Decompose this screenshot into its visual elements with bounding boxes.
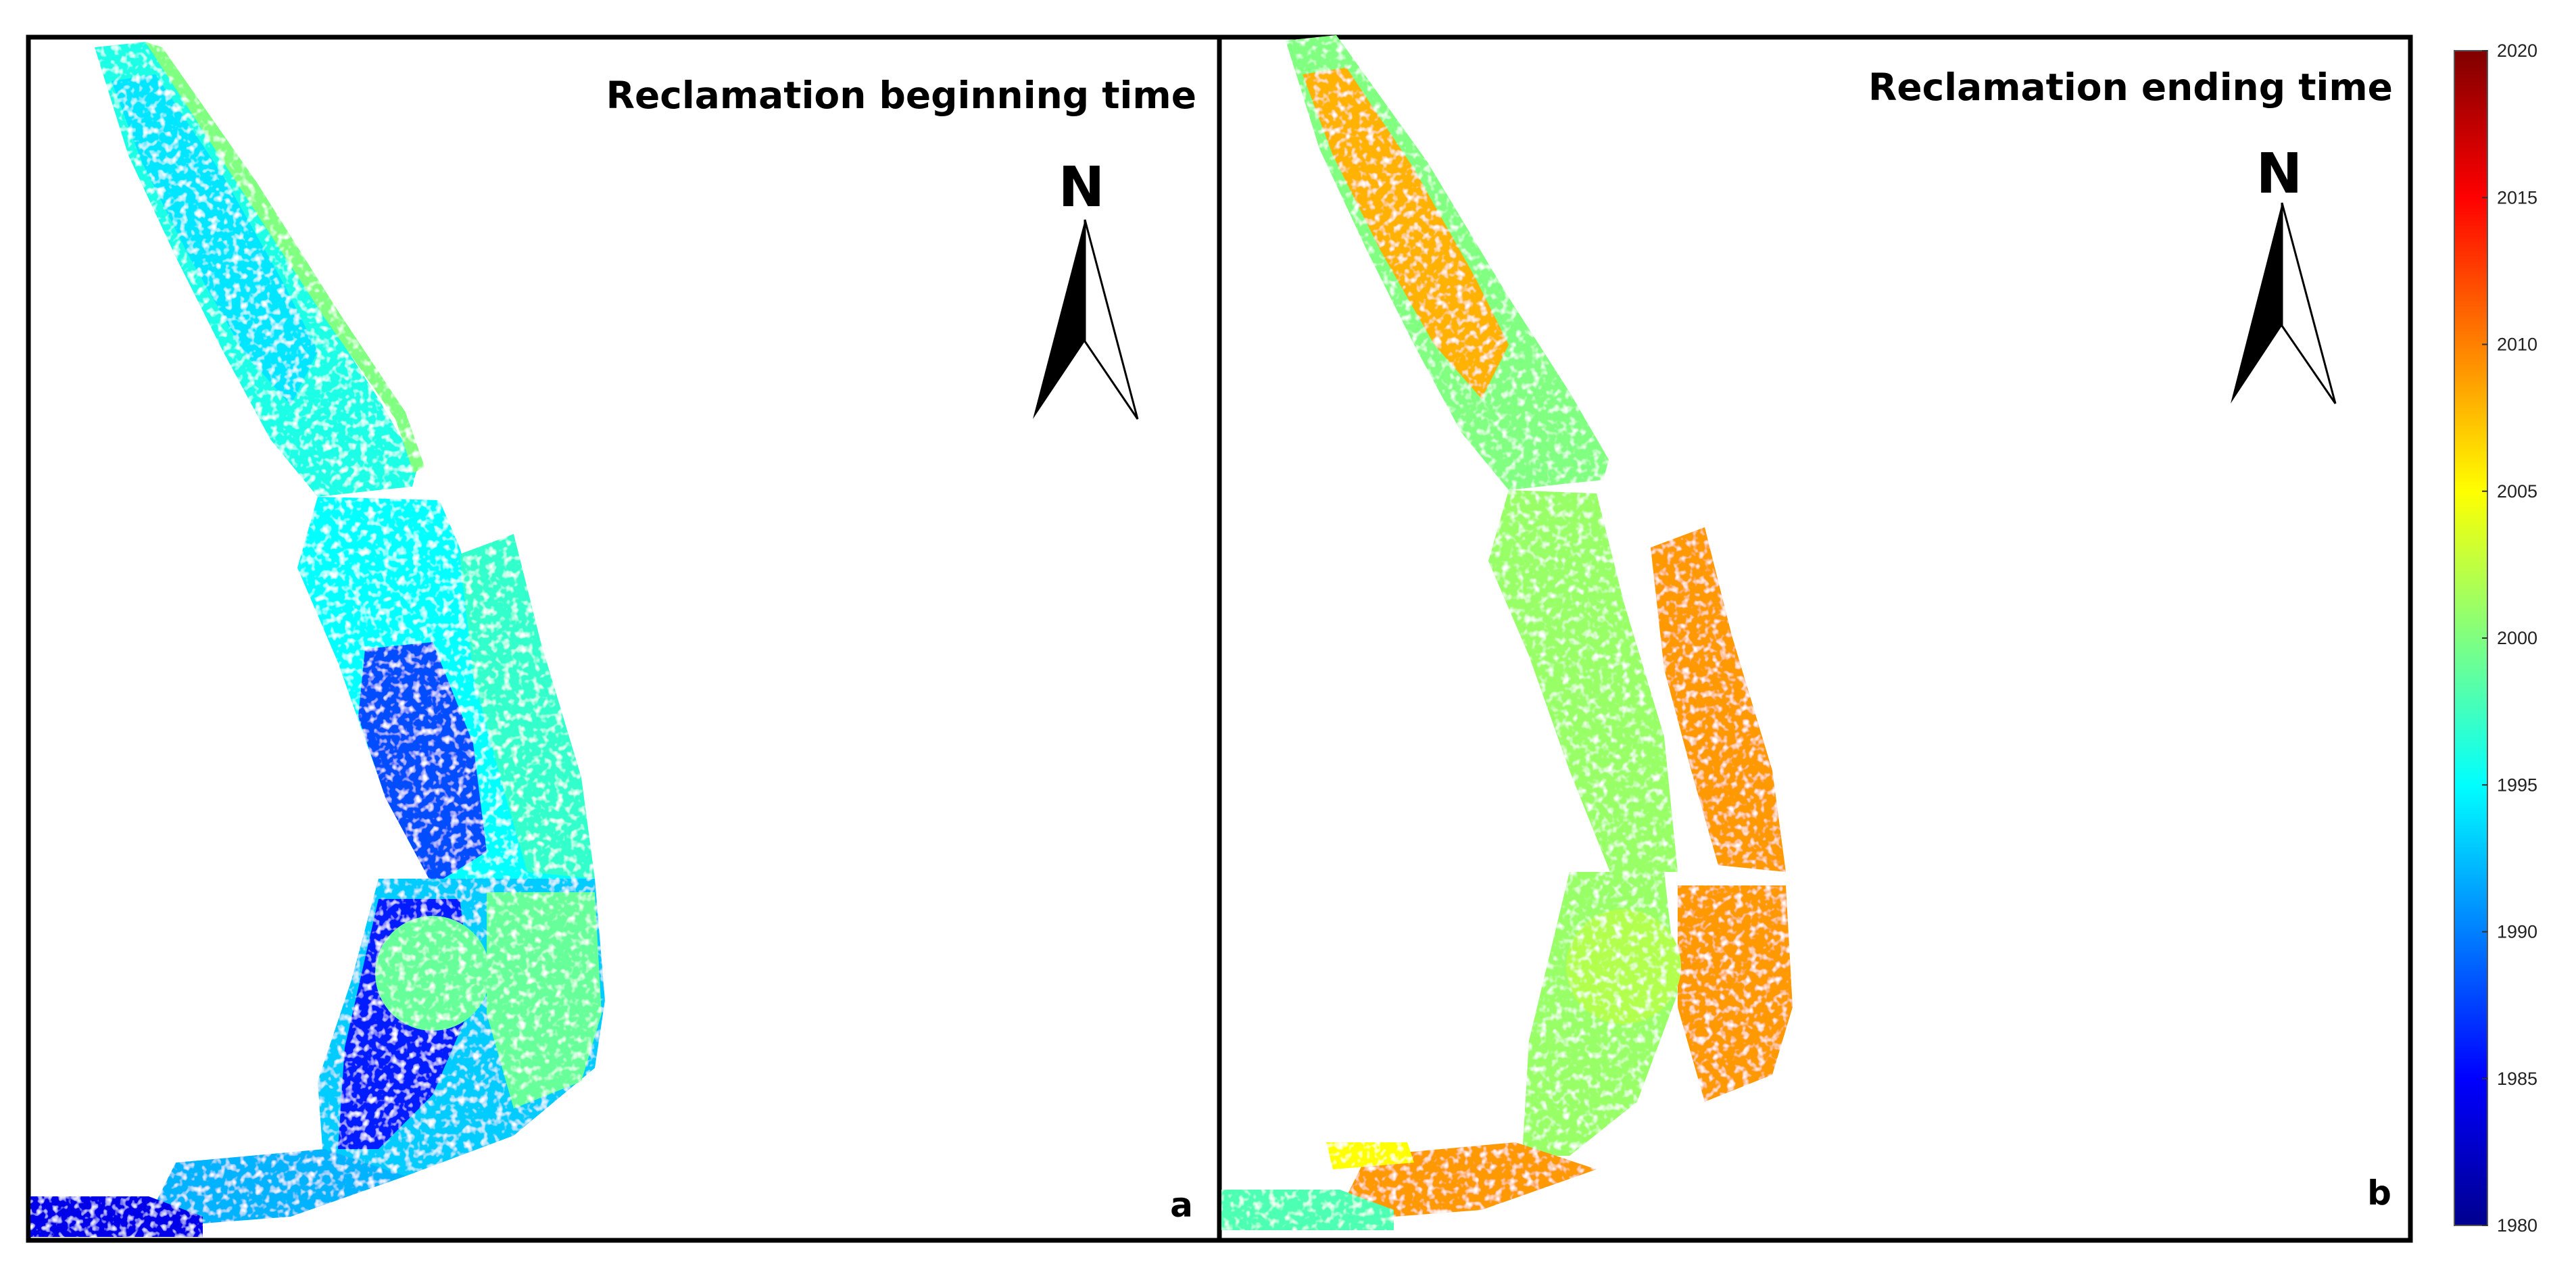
- colorbar-tick-label: 1990: [2497, 922, 2537, 942]
- panel-a-letter: a: [1170, 1186, 1193, 1225]
- zone-north-inner: [1303, 68, 1509, 399]
- colorbar-tick-label: 2000: [2497, 628, 2537, 648]
- colorbar-tick-label: 1980: [2497, 1215, 2537, 1236]
- colorbar-tick-label: 2015: [2497, 187, 2537, 208]
- svg-text:N: N: [1059, 155, 1105, 220]
- north-arrow-icon: N: [1033, 155, 1139, 420]
- panel-a-title: Reclamation beginning time: [606, 74, 1196, 117]
- zone-middle-east: [1651, 527, 1786, 872]
- colorbar-tick-label: 2005: [2497, 481, 2537, 502]
- colorbar-tick-label: 1995: [2497, 775, 2537, 795]
- zone-south-east: [487, 892, 602, 1109]
- colorbar-tick-label: 1985: [2497, 1069, 2537, 1089]
- zone-tail-base: [30, 1196, 203, 1237]
- zone-tail-yellow: [1326, 1142, 1414, 1169]
- zone-south-tail: [149, 1149, 406, 1223]
- panel-b-title: Reclamation ending time: [1868, 66, 2393, 109]
- north-arrow-icon: N: [2231, 142, 2337, 404]
- zone-south-east: [1678, 885, 1793, 1102]
- colorbar-tick-label: 2020: [2497, 41, 2537, 61]
- year-colorbar: 2020 2015 2010 2005 2000 1995 1990 1985 1980: [2454, 41, 2537, 1236]
- zone-tail-base: [1221, 1190, 1394, 1230]
- zone-middle-inner-west: [358, 642, 487, 885]
- reclamation-map-a: [30, 42, 605, 1237]
- zone-middle-east: [460, 534, 595, 879]
- svg-text:N: N: [2256, 142, 2303, 206]
- zone-circle-area: [375, 916, 490, 1031]
- zone-middle-west: [1488, 490, 1678, 872]
- colorbar-ticks: 2020 2015 2010 2005 2000 1995 1990 1985 1980: [2482, 41, 2537, 1236]
- colorbar-gradient: [2454, 50, 2488, 1226]
- panel-b: Reclamation ending time N b: [1217, 34, 2413, 1243]
- zone-circle-area: [1566, 909, 1681, 1024]
- panel-b-letter: b: [2367, 1173, 2391, 1213]
- panel-a: Reclamation beginning time N a: [26, 34, 1222, 1243]
- reclamation-map-b: [1221, 35, 1793, 1230]
- colorbar-tick-label: 2010: [2497, 335, 2537, 355]
- zone-northern-inner: [112, 74, 318, 406]
